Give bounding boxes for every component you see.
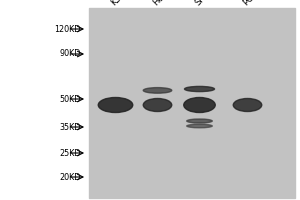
Ellipse shape — [143, 88, 172, 93]
Text: 120KD: 120KD — [55, 24, 81, 33]
Text: He1a: He1a — [151, 0, 173, 7]
Text: PC3: PC3 — [241, 0, 259, 7]
Ellipse shape — [187, 124, 212, 128]
Text: 50KD: 50KD — [60, 95, 81, 104]
Ellipse shape — [98, 98, 133, 112]
Text: SH-SY5Y: SH-SY5Y — [193, 0, 224, 7]
Ellipse shape — [233, 98, 262, 112]
Text: 90KD: 90KD — [60, 49, 81, 58]
Text: 35KD: 35KD — [60, 122, 81, 132]
Ellipse shape — [184, 98, 215, 112]
Text: 20KD: 20KD — [60, 172, 81, 182]
FancyBboxPatch shape — [88, 8, 296, 198]
Ellipse shape — [143, 98, 172, 112]
Ellipse shape — [184, 86, 214, 92]
Text: K562: K562 — [109, 0, 130, 7]
Ellipse shape — [187, 119, 212, 123]
Text: 25KD: 25KD — [59, 148, 81, 158]
